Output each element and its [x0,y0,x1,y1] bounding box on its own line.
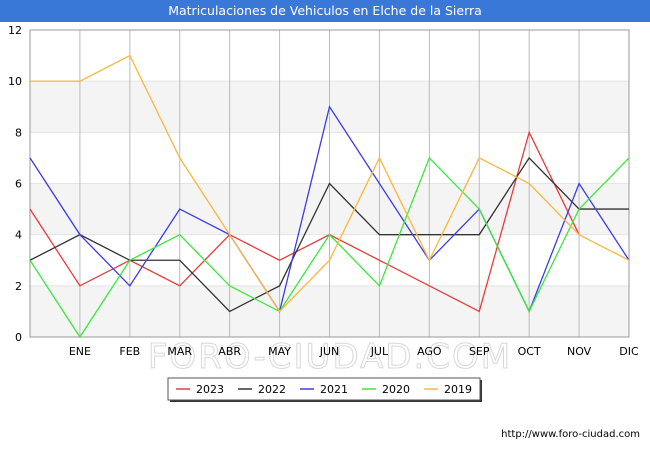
x-tick-label: DIC [619,345,639,358]
x-tick-label: OCT [518,345,541,358]
y-tick-label: 4 [15,229,22,242]
series-line-2023 [29,130,580,313]
legend-label-2022: 2022 [258,383,286,396]
watermark: FORO-CIUDAD.COM [148,337,512,377]
legend: 2023 2022 2021 2020 2019 [167,377,482,402]
x-tick-label: AGO [417,345,442,358]
plot-frame [29,29,630,338]
legend-label-2019: 2019 [444,383,472,396]
y-tick-label: 6 [15,178,22,191]
y-tick-label: 0 [15,331,22,344]
x-tick-label: ENE [69,345,91,358]
x-tick-label: MAY [268,345,291,358]
y-tick-label: 2 [15,280,22,293]
x-tick-label: FEB [119,345,140,358]
x-axis-tick-labels: ENE FEB MAR ABR MAY JUN JUL AGO SEP OCT NOV DIC [69,345,639,358]
x-tick-label: ABR [218,345,241,358]
y-tick-label: 8 [15,126,22,139]
y-tick-label: 10 [8,75,22,88]
legend-label-2023: 2023 [196,383,224,396]
series-line-2019 [30,54,630,313]
legend-label-2020: 2020 [382,383,410,396]
y-tick-label: 12 [8,24,22,37]
chart-title: Matriculaciones de Vehiculos en Elche de… [0,0,650,22]
series-line-2020 [29,156,630,339]
x-tick-label: SEP [469,345,490,358]
x-tick-label: MAR [167,345,192,358]
legend-box [167,377,481,401]
x-tick-label: JUL [370,345,389,358]
footer-url: http://www.foro-ciudad.com [501,429,640,440]
x-tick-label: NOV [567,345,592,358]
x-tick-label: JUN [319,345,340,358]
legend-label-2021: 2021 [320,383,348,396]
series-lines [29,54,630,339]
y-axis-tick-labels: 0 2 4 6 8 10 12 [8,24,22,344]
